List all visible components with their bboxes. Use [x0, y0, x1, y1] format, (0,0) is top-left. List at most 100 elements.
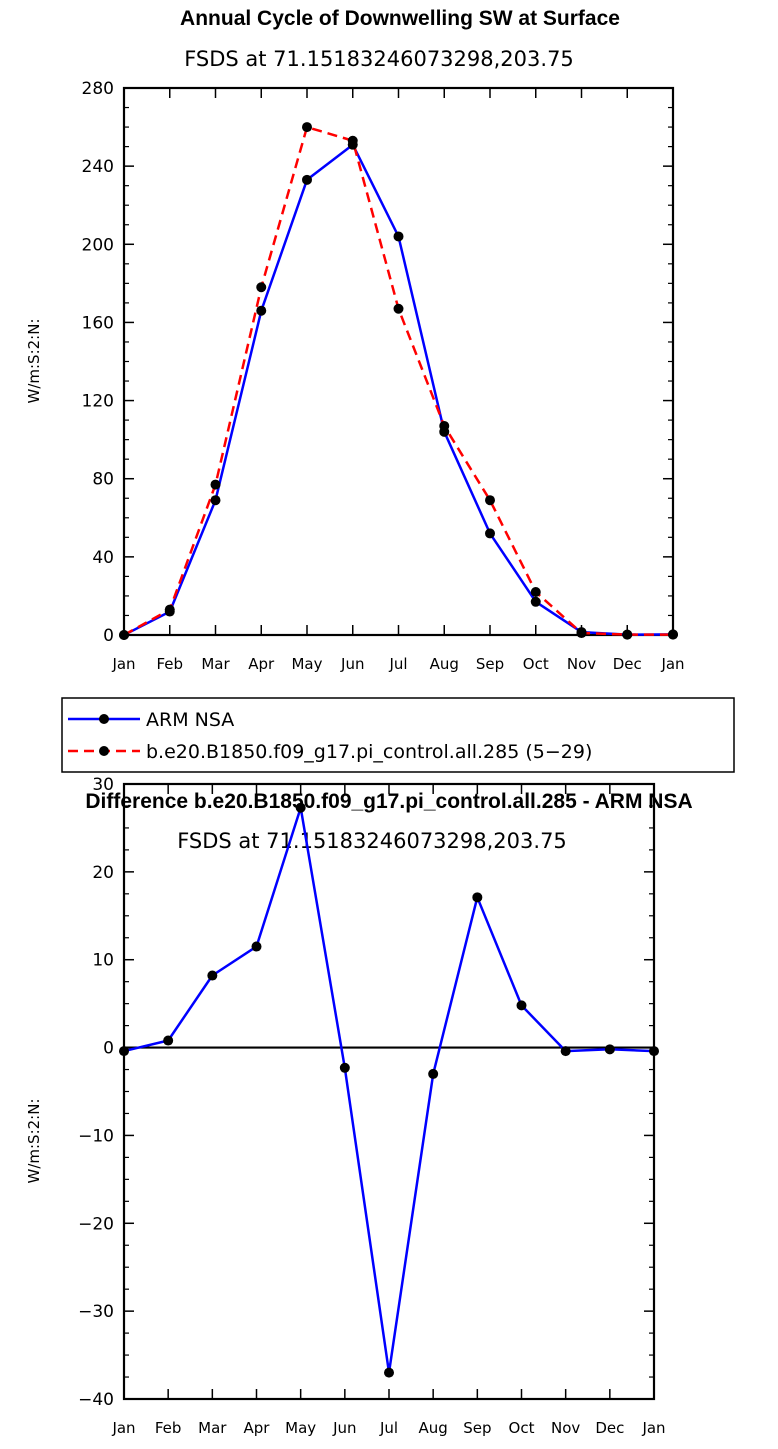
y-tick-label: −40: [78, 1390, 114, 1410]
legend-entry-arm-nsa: ARM NSA: [68, 709, 234, 731]
x-tick-label: Jul: [379, 1419, 398, 1437]
series-0-point: [604, 1044, 615, 1055]
series-0-point: [393, 231, 404, 242]
series-0-point: [256, 305, 267, 316]
legend-marker-arm-nsa: [99, 714, 109, 724]
series-0-point: [119, 1046, 129, 1057]
series-1-point: [302, 122, 312, 133]
series-1-point: [485, 495, 495, 506]
series-1-point: [530, 587, 541, 598]
axes: [122, 782, 656, 1401]
legend: ARM NSA b.e20.B1850.f09_g17.pi_control.a…: [61, 697, 735, 773]
x-tick-label: Nov: [567, 655, 596, 673]
chart-subtitle: FSDS at 71.15183246073298,203.75: [177, 829, 567, 853]
x-tick-label: Dec: [613, 655, 642, 673]
y-tick-label: 0: [103, 1039, 114, 1059]
series-0-point: [384, 1367, 394, 1378]
series-group: [119, 802, 659, 1378]
series-1-point: [347, 135, 358, 146]
series-1-point: [576, 628, 587, 639]
plot-frame: [122, 86, 675, 637]
x-tick-label: Dec: [595, 1419, 624, 1437]
y-tick-label: 200: [82, 235, 114, 255]
annual-cycle-chart: Annual Cycle of Downwelling SW at Surfac…: [25, 7, 735, 773]
legend-marker-model: [99, 746, 109, 756]
y-tick-label: 80: [92, 470, 114, 490]
series-1-point: [164, 604, 175, 615]
series-0-point: [339, 1062, 350, 1073]
x-tick-label: Jan: [641, 1419, 665, 1437]
difference-chart: Difference b.e20.B1850.f09_g17.pi_contro…: [25, 775, 693, 1437]
series-1-point: [210, 479, 221, 490]
y-tick-label: 240: [82, 157, 114, 177]
y-tick-label: 20: [92, 863, 114, 883]
series-0-point: [560, 1046, 571, 1057]
x-tick-label: Oct: [509, 1419, 535, 1437]
x-tick-labels: Jan Feb Mar Apr May Jun Jul Aug Sep Oct Nov Dec Jan: [111, 1419, 665, 1437]
y-axis-label: W/m:S:2:N:: [25, 1099, 43, 1184]
tick-marks: [123, 87, 674, 636]
series-group: [119, 122, 678, 640]
legend-entry-model: b.e20.B1850.f09_g17.pi_control.all.285 (…: [68, 741, 592, 763]
series-1-point: [256, 282, 267, 293]
series-0-point: [428, 1068, 439, 1079]
x-tick-label: Nov: [551, 1419, 580, 1437]
x-tick-label: Sep: [476, 655, 504, 673]
series-1-point: [439, 420, 450, 431]
y-tick-label: 160: [82, 313, 114, 333]
x-tick-label: Feb: [156, 655, 183, 673]
y-tick-label: 0: [103, 626, 114, 646]
series-0-point: [485, 528, 495, 539]
x-tick-label: Aug: [419, 1419, 448, 1437]
series-0-point: [207, 970, 218, 981]
y-tick-label: −20: [78, 1214, 114, 1234]
x-tick-label: Jan: [111, 655, 135, 673]
x-tick-label: Jan: [111, 1419, 135, 1437]
y-tick-label: 30: [92, 775, 114, 795]
series-0-point: [302, 174, 312, 185]
series-0-point: [295, 802, 306, 813]
series-line-1: [123, 125, 673, 637]
series-0-point: [210, 495, 221, 506]
series-0-point: [516, 1000, 527, 1011]
x-tick-label: Jan: [660, 655, 684, 673]
series-0-point: [649, 1046, 659, 1057]
y-tick-labels: −40 −30 −20 −10 0 10 20 30: [78, 775, 114, 1410]
legend-label-arm-nsa: ARM NSA: [146, 709, 234, 731]
series-line-0: [123, 143, 674, 637]
series-0-point: [251, 941, 262, 952]
x-tick-label: May: [285, 1419, 316, 1437]
x-tick-label: Feb: [155, 1419, 182, 1437]
chart-subtitle: FSDS at 71.15183246073298,203.75: [184, 47, 574, 71]
chart-title: Difference b.e20.B1850.f09_g17.pi_contro…: [85, 790, 692, 813]
series-1-point: [668, 629, 678, 640]
tick-marks: [123, 783, 655, 1400]
x-tick-label: Apr: [244, 1419, 271, 1437]
y-axis-label: W/m:S:2:N:: [25, 319, 43, 404]
legend-box: [61, 697, 735, 773]
y-tick-label: 280: [82, 79, 114, 99]
y-tick-label: 40: [92, 548, 114, 568]
x-tick-label: Jul: [388, 655, 407, 673]
x-tick-labels: Jan Feb Mar Apr May Jun Jul Aug Sep Oct Nov Dec Jan: [111, 655, 684, 673]
series-0-point: [163, 1035, 174, 1046]
x-tick-label: Jun: [332, 1419, 356, 1437]
chart-title: Annual Cycle of Downwelling SW at Surfac…: [180, 7, 620, 30]
x-tick-label: Apr: [248, 655, 275, 673]
y-tick-labels: 0 40 80 120 160 200 240 280: [82, 79, 114, 646]
legend-label-model: b.e20.B1850.f09_g17.pi_control.all.285 (…: [146, 741, 592, 763]
series-1-point: [393, 303, 404, 314]
y-tick-label: 10: [92, 951, 114, 971]
y-tick-label: 120: [82, 392, 114, 412]
axes: [122, 86, 675, 637]
y-tick-label: −10: [78, 1126, 114, 1146]
series-1-point: [119, 630, 129, 640]
x-tick-label: Jun: [340, 655, 364, 673]
series-line-0: [123, 806, 655, 1374]
x-tick-label: Mar: [198, 1419, 227, 1437]
series-1-point: [622, 629, 633, 640]
y-tick-label: −30: [78, 1302, 114, 1322]
x-tick-label: Oct: [523, 655, 549, 673]
plot-frame: [122, 782, 656, 1401]
